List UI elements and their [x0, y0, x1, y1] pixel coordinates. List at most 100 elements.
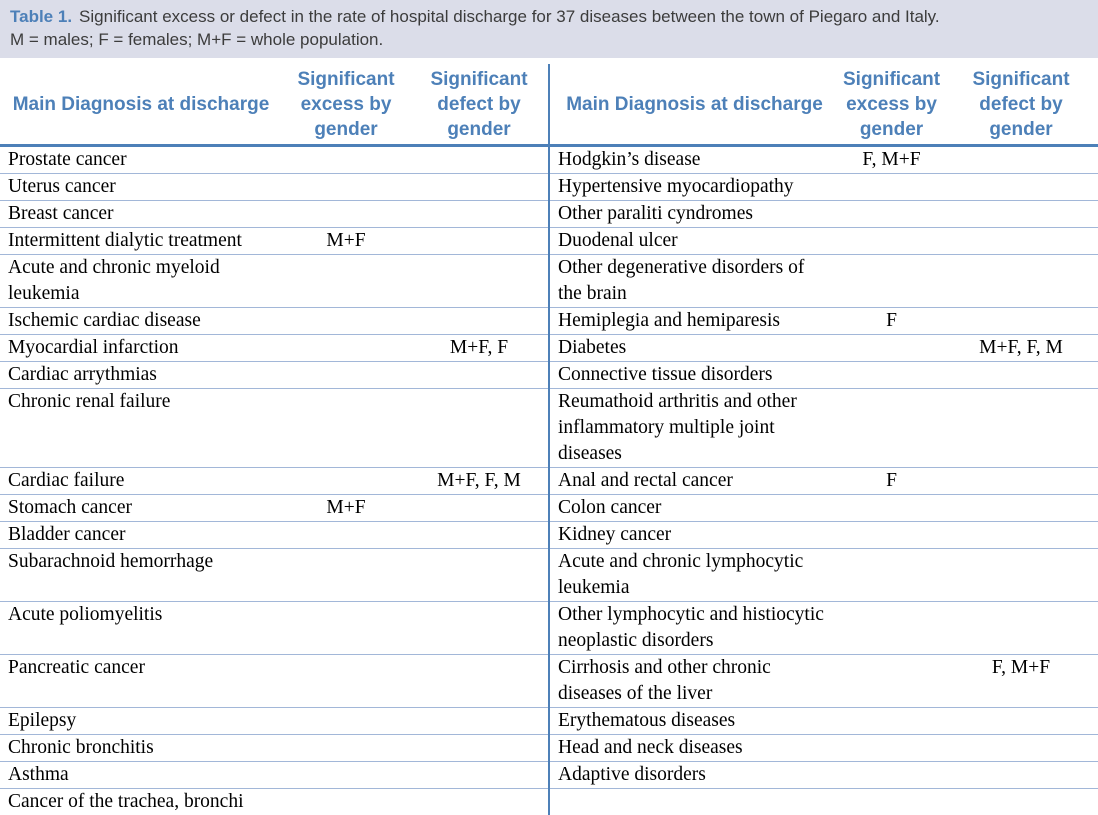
table-row: Uterus cancer Hypertensive myocardiopathy — [0, 173, 1098, 201]
left-defect-cell — [410, 654, 549, 708]
right-defect-cell — [944, 361, 1098, 389]
right-excess-cell — [839, 761, 944, 789]
right-defect-cell: F, M+F — [944, 654, 1098, 708]
left-defect-cell — [410, 601, 549, 655]
right-defect-cell — [944, 307, 1098, 335]
left-defect-cell — [410, 548, 549, 602]
right-diagnosis-cell: Diabetes — [548, 334, 839, 362]
right-defect-cell: M+F, F, M — [944, 334, 1098, 362]
right-defect-cell — [944, 145, 1098, 174]
right-defect-cell — [944, 788, 1098, 815]
table-row: Intermittent dialytic treatment M+F Duoden… — [0, 227, 1098, 255]
header-diagnosis-left: Main Diagnosis at discharge — [0, 64, 282, 147]
left-excess-cell — [282, 788, 410, 815]
left-diagnosis-cell: Acute and chronic myeloid leukemia — [0, 254, 282, 308]
right-excess-cell — [839, 707, 944, 735]
right-diagnosis-cell: Other degenerative disorders of the brai… — [548, 254, 839, 308]
left-excess-cell — [282, 200, 410, 228]
right-defect-cell — [944, 388, 1098, 468]
left-defect-cell — [410, 361, 549, 389]
left-diagnosis-cell: Stomach cancer — [0, 494, 282, 522]
right-diagnosis-cell: Head and neck diseases — [548, 734, 839, 762]
left-excess-cell: M+F — [282, 227, 410, 255]
left-diagnosis-cell: Ischemic cardiac disease — [0, 307, 282, 335]
right-excess-cell — [839, 173, 944, 201]
left-defect-cell: M+F, F — [410, 334, 549, 362]
left-excess-cell — [282, 388, 410, 468]
right-diagnosis-cell: Anal and rectal cancer — [548, 467, 839, 495]
right-diagnosis-cell: Connective tissue disorders — [548, 361, 839, 389]
right-defect-cell — [944, 254, 1098, 308]
table-row: Cancer of the trachea, bronchi and lung — [0, 788, 1098, 815]
left-defect-cell — [410, 494, 549, 522]
left-diagnosis-cell: Cardiac failure — [0, 467, 282, 495]
left-diagnosis-cell: Chronic bronchitis — [0, 734, 282, 762]
right-diagnosis-cell: Kidney cancer — [548, 521, 839, 549]
table-row: Subarachnoid hemorrhage Acute and chronic… — [0, 548, 1098, 602]
left-defect-cell — [410, 388, 549, 468]
right-diagnosis-cell: Duodenal ulcer — [548, 227, 839, 255]
left-diagnosis-cell: Prostate cancer — [0, 145, 282, 174]
left-defect-cell — [410, 307, 549, 335]
caption-text: Significant excess or defect in the rate… — [79, 7, 940, 26]
right-diagnosis-cell: Colon cancer — [548, 494, 839, 522]
left-defect-cell — [410, 761, 549, 789]
left-excess-cell — [282, 361, 410, 389]
right-excess-cell — [839, 334, 944, 362]
table-row: Stomach cancer M+F Colon cancer — [0, 494, 1098, 522]
table-row: Chronic renal failure Reumathoid arthriti… — [0, 388, 1098, 468]
right-excess-cell — [839, 734, 944, 762]
left-defect-cell — [410, 788, 549, 815]
caption-legend: M = males; F = females; M+F = whole popu… — [10, 30, 384, 49]
table-row: Bladder cancer Kidney cancer — [0, 521, 1098, 549]
left-diagnosis-cell: Myocardial infarction — [0, 334, 282, 362]
right-diagnosis-cell: Hypertensive myocardiopathy — [548, 173, 839, 201]
table-row: Asthma Adaptive disorders — [0, 761, 1098, 789]
table-row: Acute and chronic myeloid leukemia Other … — [0, 254, 1098, 308]
right-excess-cell — [839, 654, 944, 708]
left-excess-cell — [282, 761, 410, 789]
right-excess-cell: F — [839, 307, 944, 335]
right-defect-cell — [944, 734, 1098, 762]
table-row: Breast cancer Other paraliti cyndromes — [0, 200, 1098, 228]
table-row: Acute poliomyelitis Other lymphocytic and… — [0, 601, 1098, 655]
left-diagnosis-cell: Cancer of the trachea, bronchi and lung — [0, 788, 282, 815]
left-defect-cell: M+F, F, M — [410, 467, 549, 495]
left-excess-cell — [282, 734, 410, 762]
right-diagnosis-cell: Hodgkin’s disease — [548, 145, 839, 174]
left-excess-cell — [282, 334, 410, 362]
left-diagnosis-cell: Breast cancer — [0, 200, 282, 228]
left-excess-cell — [282, 521, 410, 549]
left-diagnosis-cell: Bladder cancer — [0, 521, 282, 549]
left-defect-cell — [410, 145, 549, 174]
left-diagnosis-cell: Epilepsy — [0, 707, 282, 735]
table-row: Pancreatic cancer Cirrhosis and other chr… — [0, 654, 1098, 708]
left-defect-cell — [410, 173, 549, 201]
table-row: Ischemic cardiac disease Hemiplegia and h… — [0, 307, 1098, 335]
right-excess-cell — [839, 494, 944, 522]
right-excess-cell — [839, 788, 944, 815]
table-row: Epilepsy Erythematous diseases — [0, 707, 1098, 735]
left-excess-cell — [282, 707, 410, 735]
left-defect-cell — [410, 254, 549, 308]
right-defect-cell — [944, 227, 1098, 255]
table-row: Chronic bronchitis Head and neck diseases — [0, 734, 1098, 762]
right-excess-cell: F — [839, 467, 944, 495]
header-defect-right: Significant defect by gender — [944, 64, 1098, 147]
right-diagnosis-cell: Erythematous diseases — [548, 707, 839, 735]
right-excess-cell — [839, 601, 944, 655]
table-row: Prostate cancer Hodgkin’s disease F, M+F — [0, 145, 1098, 174]
table-header-row: Main Diagnosis at discharge Significant … — [0, 64, 1098, 147]
header-excess-right: Significant excess by gender — [839, 64, 944, 147]
right-excess-cell — [839, 227, 944, 255]
right-diagnosis-cell — [548, 788, 839, 815]
right-defect-cell — [944, 707, 1098, 735]
table-row: Cardiac failure M+F, F, M Anal and rectal … — [0, 467, 1098, 495]
left-excess-cell — [282, 601, 410, 655]
left-diagnosis-cell: Subarachnoid hemorrhage — [0, 548, 282, 602]
right-defect-cell — [944, 173, 1098, 201]
disease-table: Main Diagnosis at discharge Significant … — [0, 64, 1098, 815]
right-defect-cell — [944, 467, 1098, 495]
left-excess-cell — [282, 145, 410, 174]
